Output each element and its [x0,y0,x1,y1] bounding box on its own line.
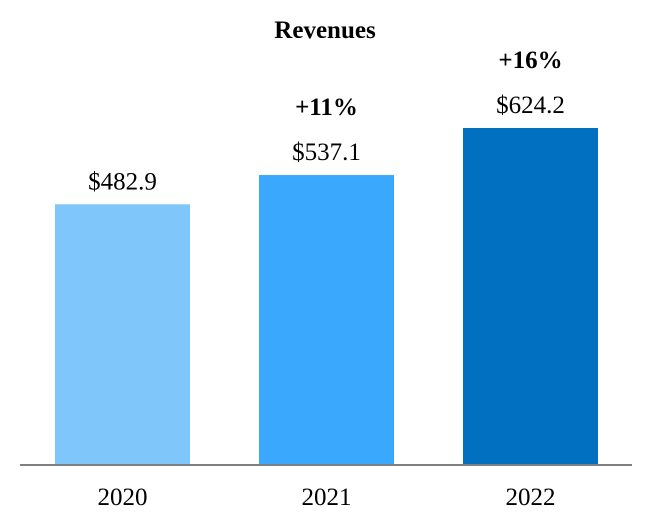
growth-label-2021: +11% [295,94,358,121]
growth-label-2022: +16% [498,47,562,74]
bar-2022 [463,128,598,465]
bar-2020 [55,204,190,465]
bar-2021 [259,175,394,465]
labels-group: $482.9 2020 $537.1 +11% 2021 $624.2 +16% 2022 [88,47,565,511]
value-label-2021: $537.1 [292,139,361,166]
bars-group [55,128,598,465]
chart-title: Revenues [274,17,376,44]
x-tick-label-2021: 2021 [302,484,352,511]
value-label-2020: $482.9 [88,168,157,195]
x-tick-label-2022: 2022 [506,484,556,511]
x-tick-label-2020: 2020 [98,484,148,511]
value-label-2022: $624.2 [496,92,565,119]
